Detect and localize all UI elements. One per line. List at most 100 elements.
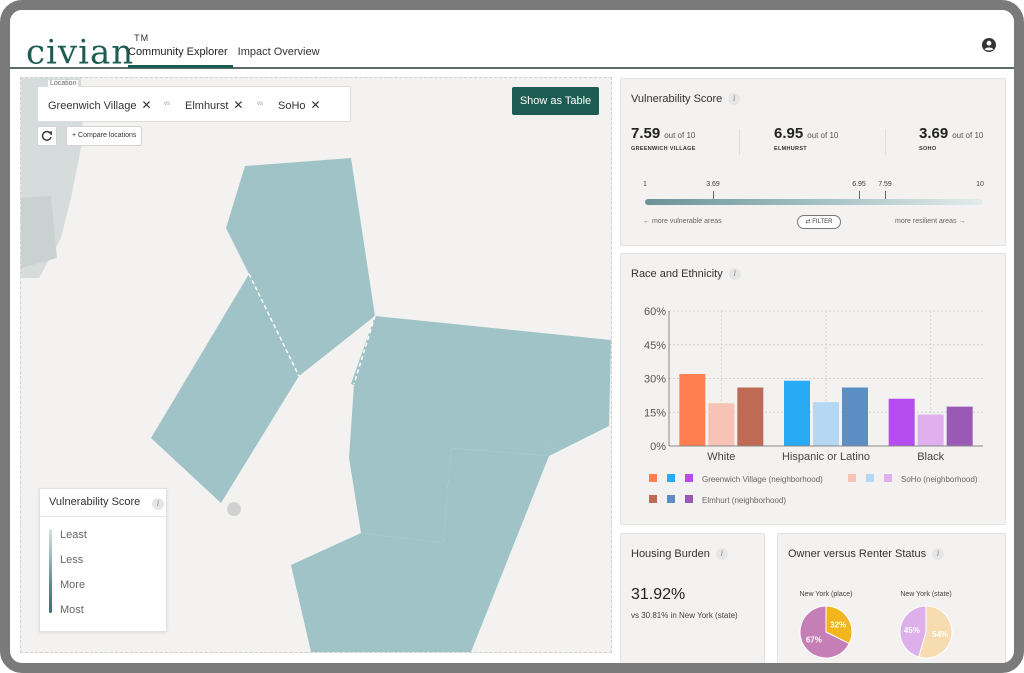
scale-marker-label: 6.95 — [852, 181, 866, 188]
legend-item: Most — [60, 604, 84, 616]
race-ethnicity-chart: 60% 45% 30% 15% 0% White Hispanic or Latino Bla… — [644, 306, 983, 505]
legend-item: Less — [60, 554, 84, 566]
score-value: 7.59 — [631, 125, 661, 142]
owner-renter-chart: New York (place) 32% 67% New York (state) 54… — [799, 591, 953, 659]
panel-title-text: Owner versus Renter Status — [788, 548, 927, 560]
scale-marker-label: 3.69 — [706, 181, 720, 188]
legend-swatch — [848, 474, 856, 482]
scale-marker — [713, 191, 714, 199]
map-water — [21, 196, 57, 268]
logo-text: civian — [26, 32, 135, 73]
info-icon[interactable]: i — [715, 548, 728, 561]
map-legend: Vulnerability Score i Least Less More Mo… — [39, 488, 167, 632]
pie-slice[interactable] — [799, 605, 850, 659]
arrow-left-icon: ← — [643, 218, 652, 225]
x-tick-label: Hispanic or Latino — [782, 451, 870, 463]
info-icon[interactable]: i — [728, 93, 741, 106]
civian-logo[interactable]: civianTM — [26, 28, 149, 72]
close-icon[interactable]: ✕ — [310, 98, 321, 112]
y-tick-label: 60% — [644, 306, 666, 318]
compare-label: Compare locations — [78, 132, 137, 139]
legend-swatch — [667, 474, 675, 482]
panel-title-text: Vulnerability Score — [631, 93, 723, 105]
legend-swatch — [685, 495, 693, 503]
pie-slice[interactable] — [899, 605, 927, 658]
legend-item: Least — [60, 529, 87, 541]
show-as-table-button[interactable]: Show as Table — [512, 87, 599, 115]
bar[interactable] — [813, 402, 839, 446]
user-circle-icon[interactable] — [982, 38, 996, 52]
scale-marker — [859, 191, 860, 199]
bar[interactable] — [679, 374, 706, 446]
right-note-text: more resilient areas — [895, 218, 957, 225]
compare-locations-button[interactable]: + Compare locations — [66, 126, 143, 146]
tab-community-explorer[interactable]: Community Explorer — [128, 46, 233, 68]
map-region[interactable] — [349, 384, 561, 543]
refresh-button[interactable] — [37, 126, 57, 146]
map-canvas[interactable] — [21, 78, 611, 652]
close-icon[interactable]: ✕ — [141, 98, 152, 112]
housing-burden-comparison: vs 30.81% in New York (state) — [631, 611, 738, 620]
bar[interactable] — [784, 380, 810, 446]
panel-title: Owner versus Renter Status i — [788, 548, 945, 561]
y-tick-label: 30% — [644, 374, 666, 386]
map-region[interactable] — [291, 448, 549, 652]
legend-swatch — [649, 495, 657, 503]
filter-label: FILTER — [812, 219, 833, 225]
map-region[interactable] — [151, 274, 299, 503]
filter-icon: ⇄ — [805, 219, 813, 225]
map-area[interactable]: Location Greenwich Village ✕ vs Elmhurst ✕… — [20, 77, 612, 653]
more-resilient-note: more resilient areas → — [895, 218, 965, 225]
region-boundary — [248, 273, 300, 377]
location-chip[interactable]: Greenwich Village ✕ — [48, 98, 152, 112]
legend-label: Elmhurt (neighborhood) — [702, 496, 786, 505]
left-note-text: more vulnerable areas — [651, 218, 722, 225]
pie-label: New York (place) — [800, 591, 853, 598]
scale-marker-label: 7.59 — [878, 181, 892, 188]
divider — [739, 129, 740, 155]
info-icon[interactable]: i — [152, 498, 164, 510]
owner-renter-panel: Owner versus Renter Status i New York (pl… — [777, 533, 1006, 663]
x-tick-label: White — [707, 451, 735, 463]
score-elmhurst: 6.95 out of 10 ELMHURST — [774, 125, 838, 152]
bar[interactable] — [888, 398, 915, 446]
map-region[interactable] — [351, 316, 611, 450]
legend-swatch — [685, 474, 693, 482]
bar[interactable] — [708, 403, 735, 446]
vulnerability-score-panel: Vulnerability Score i 7.59 out of 10 GREEN… — [620, 78, 1006, 246]
score-value: 6.95 — [774, 125, 804, 142]
score-out-of: out of 10 — [952, 131, 984, 140]
bar[interactable] — [917, 414, 944, 447]
info-icon[interactable]: i — [932, 548, 945, 561]
pie-slice[interactable] — [825, 605, 853, 645]
vulnerability-scale-bar — [645, 199, 983, 205]
location-chip[interactable]: SoHo ✕ — [278, 98, 321, 112]
bar[interactable] — [946, 406, 973, 446]
score-location: SOHO — [919, 146, 937, 152]
arrow-right-icon: → — [956, 218, 966, 225]
legend-swatch — [884, 474, 892, 482]
refresh-icon — [41, 130, 53, 141]
legend-swatch — [667, 495, 675, 503]
map-region[interactable] — [226, 158, 375, 376]
bar[interactable] — [842, 387, 868, 447]
legend-swatch — [649, 474, 657, 482]
close-icon[interactable]: ✕ — [233, 98, 244, 112]
x-tick-label: Black — [917, 451, 944, 463]
panel-title-text: Race and Ethnicity — [631, 268, 723, 280]
location-selector[interactable]: Location Greenwich Village ✕ vs Elmhurst ✕… — [37, 80, 351, 122]
score-greenwich-village: 7.59 out of 10 GREENWICH VILLAGE — [631, 125, 696, 152]
bar[interactable] — [737, 387, 764, 447]
map-marker[interactable] — [227, 502, 241, 516]
info-icon[interactable]: i — [728, 268, 741, 281]
logo-tm: TM — [134, 33, 150, 43]
legend-label: Greenwich Village (neighborhood) — [702, 475, 823, 484]
app-window: civianTM Community Explorer Impact Overv… — [10, 10, 1014, 663]
vs-separator: vs — [164, 101, 170, 107]
location-chip[interactable]: Elmhurst ✕ — [185, 98, 243, 112]
tab-impact-overview[interactable]: Impact Overview — [237, 46, 320, 58]
pie-slice-label: 45% — [904, 626, 920, 635]
filter-button[interactable]: ⇄ FILTER — [797, 215, 841, 229]
divider — [40, 516, 166, 517]
pie-slice[interactable] — [918, 605, 953, 659]
